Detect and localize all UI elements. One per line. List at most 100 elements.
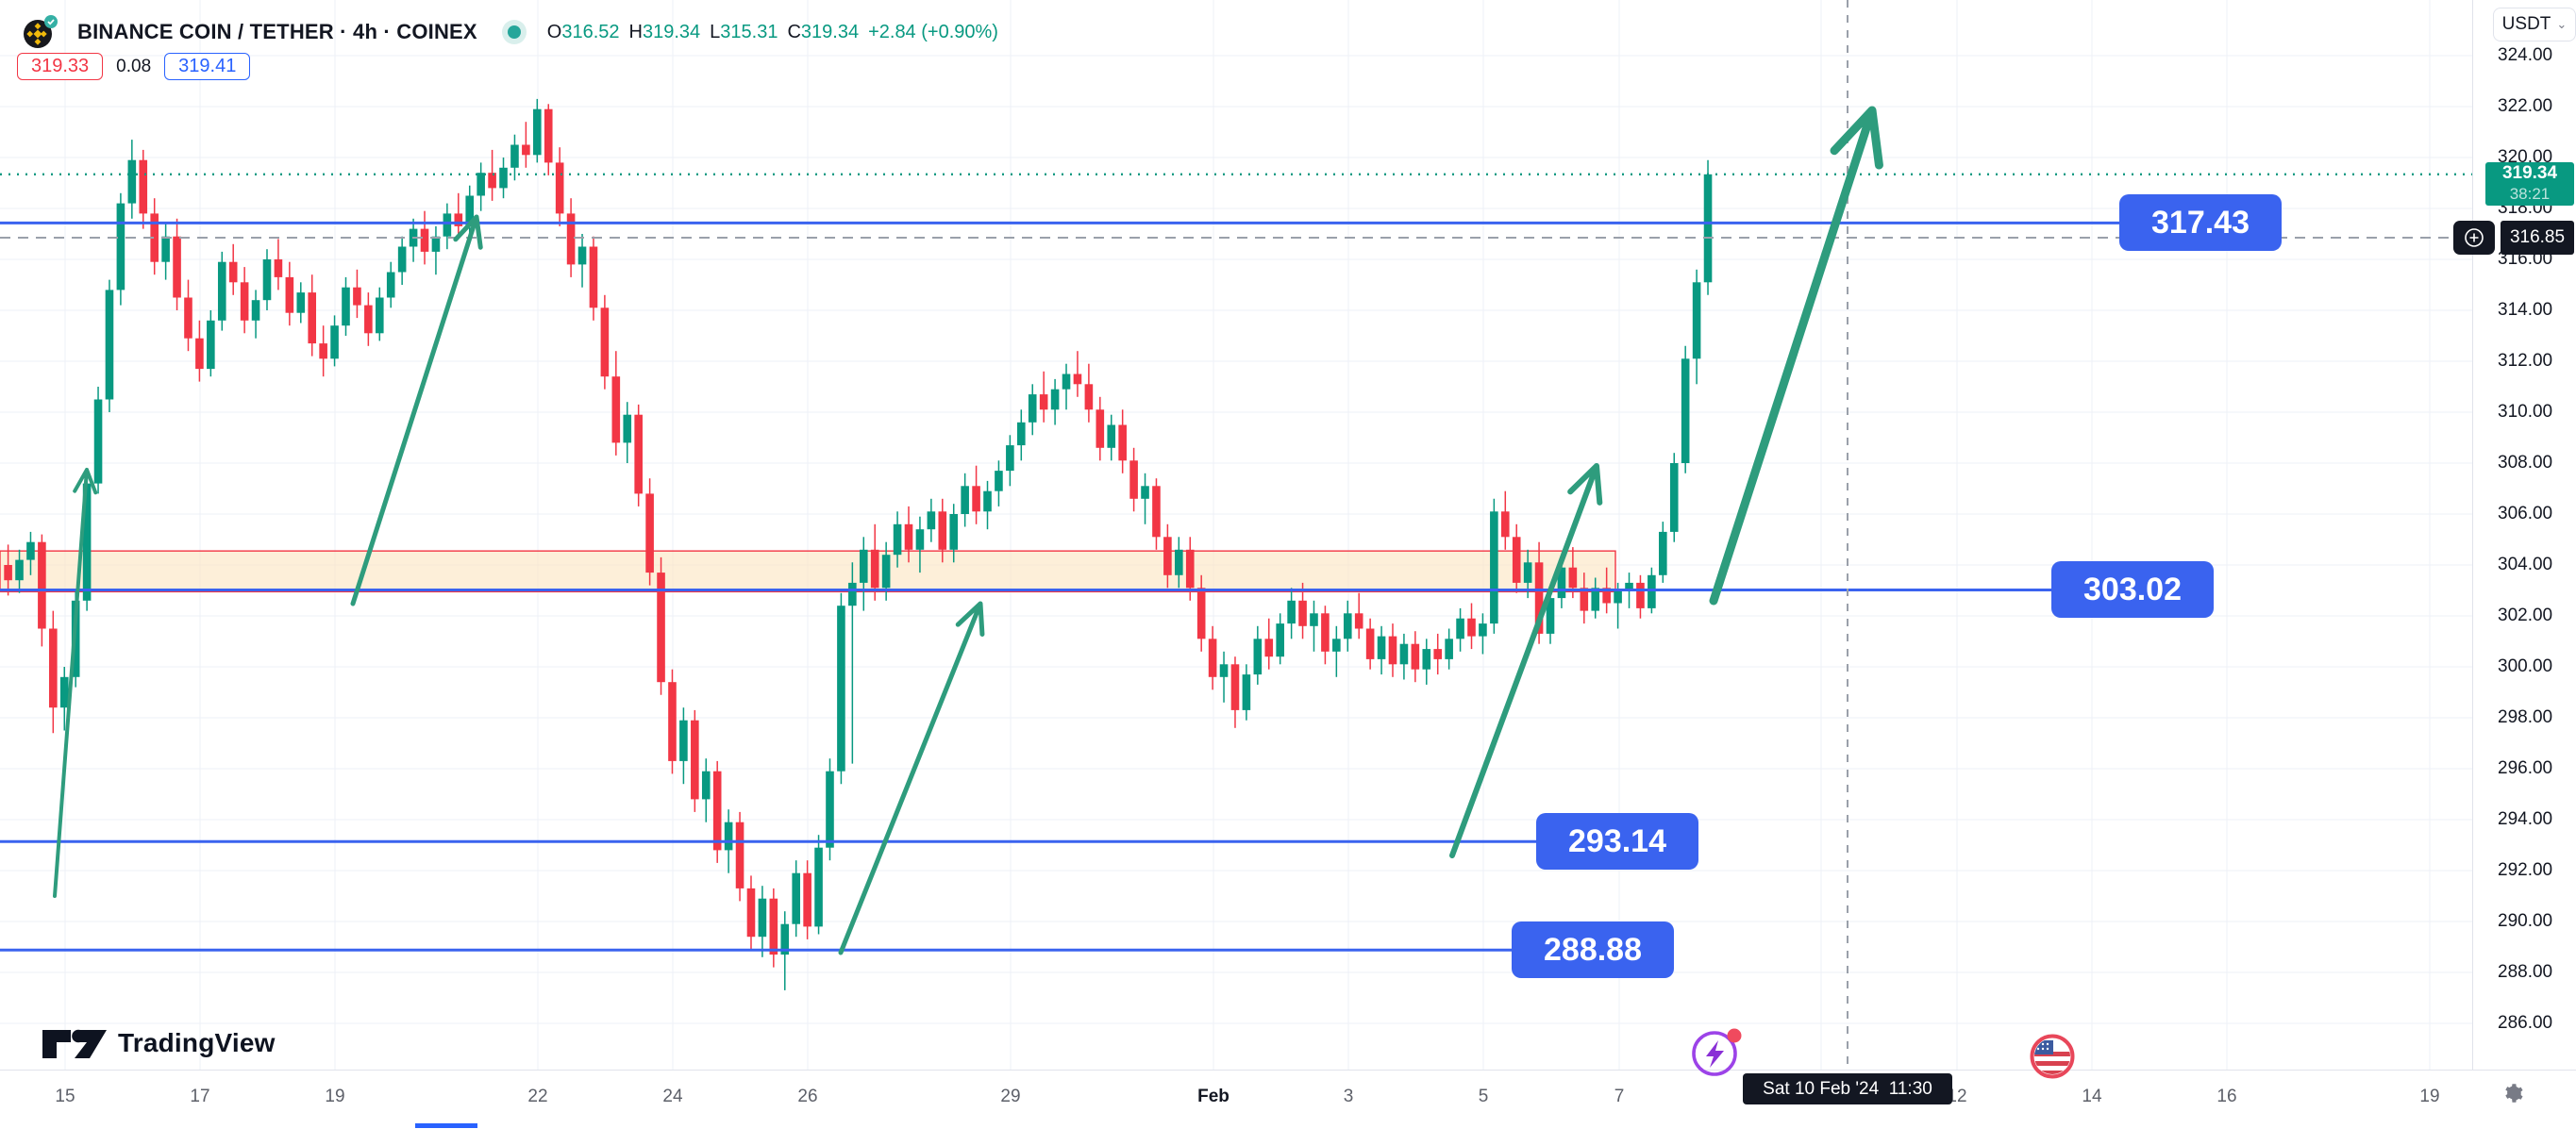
- time-tick-label: 15: [55, 1087, 75, 1106]
- price-tick-label: 320.00: [2498, 147, 2553, 167]
- level-label-317-43[interactable]: 317.43: [2119, 194, 2282, 252]
- candle-body: [1343, 613, 1352, 639]
- candle-body: [364, 305, 373, 334]
- candle-body: [465, 195, 475, 226]
- candle-body: [274, 259, 283, 277]
- candle-body: [93, 399, 103, 484]
- candle-body: [792, 872, 800, 924]
- candle-body: [735, 822, 744, 888]
- bar-countdown: 38:21: [2509, 184, 2551, 203]
- candle-body: [1681, 358, 1690, 463]
- candle-body: [4, 565, 12, 581]
- candle-body: [555, 162, 564, 214]
- streams-lightning-icon[interactable]: [1689, 1027, 1746, 1082]
- trend-arrow[interactable]: [350, 214, 483, 606]
- low-label: L: [710, 21, 721, 42]
- us-flag-event-icon[interactable]: [2029, 1033, 2076, 1080]
- supply-zone[interactable]: [0, 550, 1616, 593]
- price-axis[interactable]: 324.00 322.00 320.00 318.00 316.00 314.00 312.…: [2472, 0, 2576, 1070]
- price-tick-label: 322.00: [2498, 96, 2553, 116]
- candle-body: [319, 343, 327, 359]
- candle-body: [1445, 639, 1453, 659]
- close-label: C: [787, 21, 801, 42]
- price-tick-label: 286.00: [2498, 1013, 2553, 1033]
- symbol-title[interactable]: BINANCE COIN / TETHER · 4h · COINEX: [77, 20, 477, 43]
- currency-selector[interactable]: USDT ⌄: [2493, 8, 2576, 42]
- add-alert-plus-button[interactable]: [2453, 221, 2495, 256]
- candle-body: [544, 108, 553, 163]
- candle-body: [927, 511, 936, 530]
- candle-body: [285, 276, 294, 313]
- candle-body: [1175, 549, 1183, 575]
- candle-body: [1332, 639, 1341, 652]
- price-tick-label: 296.00: [2498, 758, 2553, 778]
- candle-body: [342, 287, 350, 326]
- candle-body: [837, 606, 845, 772]
- candle-body: [746, 888, 756, 938]
- change-value: +2.84 (+0.90%): [868, 21, 998, 42]
- bid-button[interactable]: 319.33: [17, 53, 104, 80]
- candle-body: [353, 287, 361, 306]
- candle-body: [589, 246, 598, 308]
- crosshair-time-tooltip: Sat 10 Feb '24 11:30: [1743, 1073, 1952, 1104]
- candle-body: [1017, 422, 1026, 446]
- trend-arrow[interactable]: [1709, 106, 1883, 606]
- candle-body: [488, 173, 496, 189]
- price-tick-label: 304.00: [2498, 555, 2553, 574]
- open-label: O: [546, 21, 562, 42]
- current-price-pill: 319.34 38:21: [2485, 161, 2574, 206]
- ask-button[interactable]: 319.41: [164, 53, 251, 80]
- level-label-303-02[interactable]: 303.02: [2051, 561, 2214, 619]
- trend-arrow[interactable]: [838, 601, 985, 955]
- candle-body: [26, 541, 35, 560]
- candle-body: [893, 523, 902, 556]
- candle-body: [59, 676, 69, 708]
- candle-body: [139, 159, 148, 214]
- candle-body: [296, 292, 306, 313]
- candle-body: [1703, 174, 1713, 283]
- candlestick-chart[interactable]: [0, 0, 2576, 1070]
- tradingview-logo[interactable]: TradingView: [41, 1024, 276, 1062]
- candle-body: [1152, 486, 1161, 538]
- candle-body: [769, 898, 778, 955]
- crosshair-price-pill: 316.85: [2501, 221, 2574, 256]
- candle-body: [881, 555, 891, 589]
- time-axis[interactable]: [0, 1070, 2576, 1129]
- candle-body: [184, 297, 192, 339]
- price-tick-label: 288.00: [2498, 962, 2553, 982]
- candle-body: [712, 771, 722, 851]
- open-value: 316.52: [561, 21, 620, 42]
- candle-body: [262, 259, 272, 301]
- candle-body: [397, 246, 407, 273]
- spread-value: 0.08: [116, 56, 152, 76]
- trend-arrow[interactable]: [1449, 463, 1603, 858]
- bnb-coin-icon: [24, 15, 58, 48]
- candle-body: [38, 541, 46, 629]
- candle-body: [859, 549, 868, 583]
- candle-body: [1377, 636, 1386, 659]
- candle-body: [938, 511, 947, 550]
- trend-arrow[interactable]: [53, 468, 98, 898]
- level-label-293-14[interactable]: 293.14: [1536, 813, 1698, 871]
- currency-label: USDT: [2501, 14, 2551, 34]
- candle-body: [691, 720, 699, 800]
- time-tick-label: 3: [1343, 1087, 1354, 1106]
- gear-icon[interactable]: [2501, 1081, 2525, 1105]
- candle-body: [127, 159, 137, 204]
- candle-body: [1298, 600, 1307, 626]
- candle-body: [983, 490, 992, 512]
- tradingview-wordmark: TradingView: [118, 1028, 276, 1057]
- candle-body: [533, 108, 542, 156]
- price-tick-label: 308.00: [2498, 453, 2553, 473]
- price-tick-label: 298.00: [2498, 707, 2553, 727]
- candle-body: [1096, 409, 1105, 448]
- bottom-blue-sliver: [415, 1123, 477, 1128]
- time-tick-label: 19: [2419, 1087, 2440, 1106]
- time-tick-label: 26: [797, 1087, 818, 1106]
- candle-body: [1073, 374, 1082, 385]
- candle-body: [645, 493, 654, 573]
- level-label-288-88[interactable]: 288.88: [1512, 921, 1674, 979]
- candle-body: [1163, 537, 1172, 575]
- candle-body: [1141, 486, 1149, 499]
- candle-body: [195, 338, 204, 370]
